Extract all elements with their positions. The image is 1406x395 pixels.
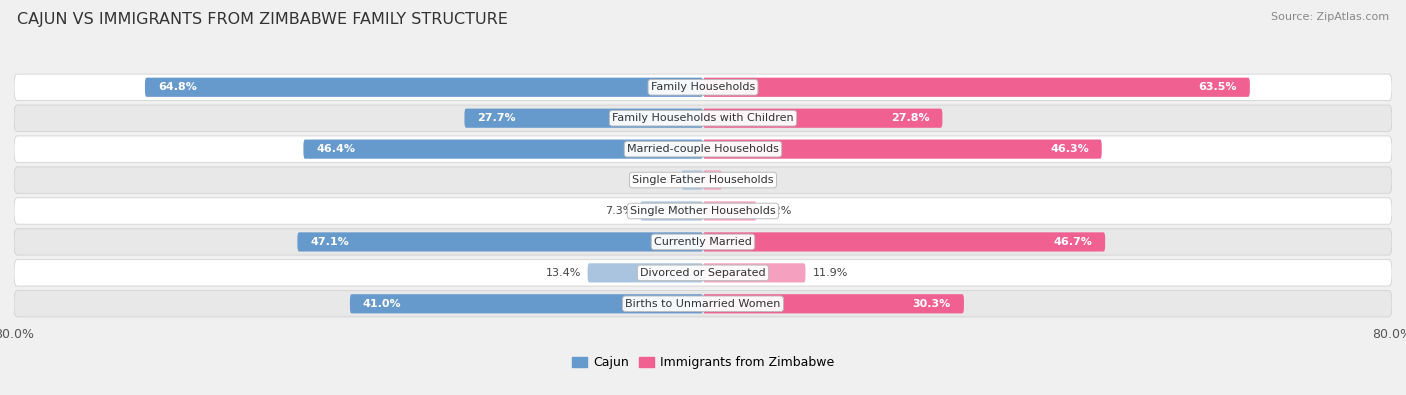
Text: 27.8%: 27.8% (891, 113, 929, 123)
Text: Single Father Households: Single Father Households (633, 175, 773, 185)
FancyBboxPatch shape (304, 139, 703, 159)
Text: 30.3%: 30.3% (912, 299, 950, 309)
FancyBboxPatch shape (703, 78, 1250, 97)
Text: Births to Unmarried Women: Births to Unmarried Women (626, 299, 780, 309)
FancyBboxPatch shape (703, 201, 756, 220)
FancyBboxPatch shape (14, 105, 1392, 132)
Text: 46.4%: 46.4% (316, 144, 356, 154)
Text: 46.7%: 46.7% (1053, 237, 1092, 247)
FancyBboxPatch shape (464, 109, 703, 128)
FancyBboxPatch shape (703, 109, 942, 128)
Text: 7.3%: 7.3% (605, 206, 633, 216)
Text: 64.8%: 64.8% (157, 82, 197, 92)
Text: CAJUN VS IMMIGRANTS FROM ZIMBABWE FAMILY STRUCTURE: CAJUN VS IMMIGRANTS FROM ZIMBABWE FAMILY… (17, 12, 508, 27)
Text: 27.7%: 27.7% (478, 113, 516, 123)
FancyBboxPatch shape (14, 136, 1392, 162)
Text: 47.1%: 47.1% (311, 237, 349, 247)
Text: 13.4%: 13.4% (546, 268, 581, 278)
Text: 2.2%: 2.2% (728, 175, 758, 185)
FancyBboxPatch shape (703, 171, 721, 190)
FancyBboxPatch shape (640, 201, 703, 220)
FancyBboxPatch shape (14, 74, 1392, 100)
FancyBboxPatch shape (298, 232, 703, 252)
FancyBboxPatch shape (703, 232, 1105, 252)
Text: 63.5%: 63.5% (1198, 82, 1237, 92)
Text: Married-couple Households: Married-couple Households (627, 144, 779, 154)
FancyBboxPatch shape (703, 294, 965, 313)
FancyBboxPatch shape (145, 78, 703, 97)
Text: Source: ZipAtlas.com: Source: ZipAtlas.com (1271, 12, 1389, 22)
Text: 11.9%: 11.9% (813, 268, 848, 278)
Legend: Cajun, Immigrants from Zimbabwe: Cajun, Immigrants from Zimbabwe (567, 351, 839, 374)
FancyBboxPatch shape (14, 291, 1392, 317)
FancyBboxPatch shape (14, 167, 1392, 193)
FancyBboxPatch shape (682, 171, 703, 190)
Text: Currently Married: Currently Married (654, 237, 752, 247)
FancyBboxPatch shape (588, 263, 703, 282)
FancyBboxPatch shape (703, 263, 806, 282)
FancyBboxPatch shape (14, 198, 1392, 224)
Text: Divorced or Separated: Divorced or Separated (640, 268, 766, 278)
Text: 46.3%: 46.3% (1050, 144, 1088, 154)
Text: Family Households with Children: Family Households with Children (612, 113, 794, 123)
FancyBboxPatch shape (703, 139, 1102, 159)
FancyBboxPatch shape (14, 260, 1392, 286)
Text: Single Mother Households: Single Mother Households (630, 206, 776, 216)
FancyBboxPatch shape (350, 294, 703, 313)
Text: 41.0%: 41.0% (363, 299, 402, 309)
Text: 6.2%: 6.2% (763, 206, 792, 216)
Text: 2.5%: 2.5% (647, 175, 675, 185)
FancyBboxPatch shape (14, 229, 1392, 255)
Text: Family Households: Family Households (651, 82, 755, 92)
